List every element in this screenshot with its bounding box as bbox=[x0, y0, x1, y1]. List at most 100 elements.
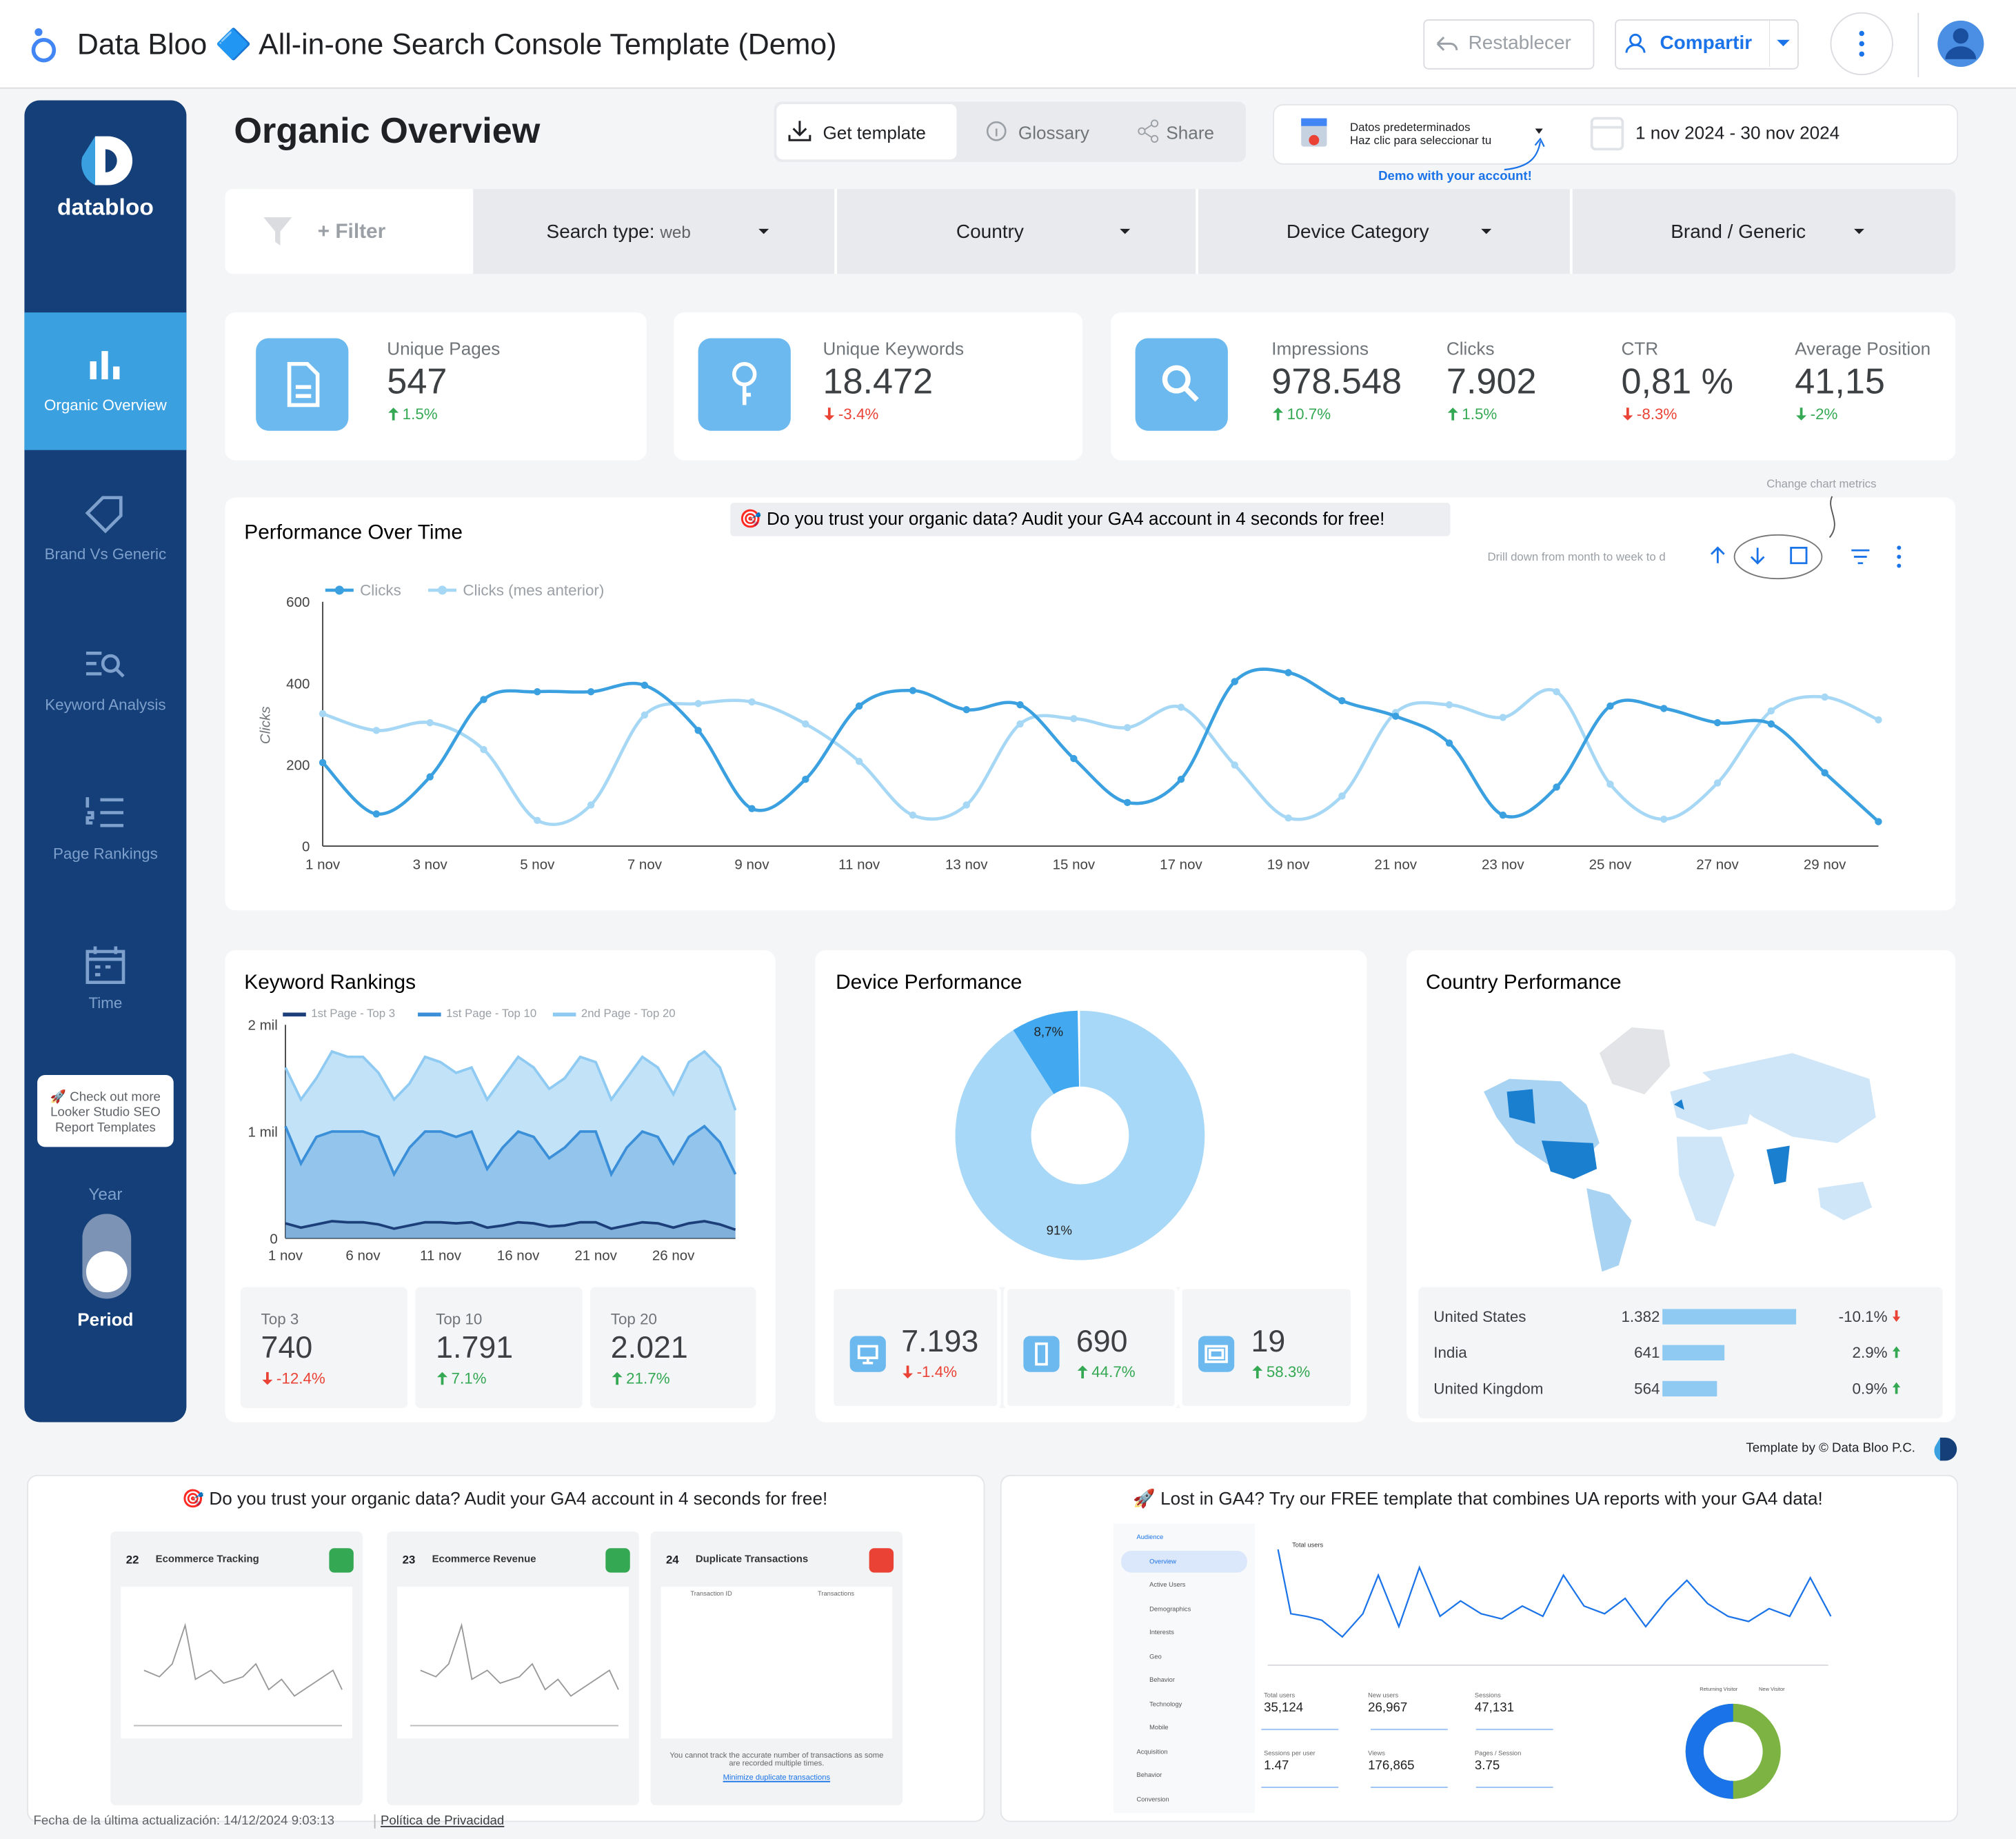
trend-arrow bbox=[1622, 408, 1633, 421]
thumb-legend: Total users bbox=[1292, 1541, 1324, 1550]
header-menu[interactable] bbox=[1828, 10, 1995, 80]
get-template-button[interactable] bbox=[776, 104, 957, 160]
promo-left-title[interactable]: 🎯 Do you trust your organic data? Audit … bbox=[181, 1487, 828, 1509]
country-value: 1.382 bbox=[1622, 1308, 1660, 1325]
kpi-change: 1.5% bbox=[402, 405, 438, 423]
promo-right-title[interactable]: 🚀 Lost in GA4? Try our FREE template tha… bbox=[1133, 1487, 1823, 1509]
nav-label[interactable]: Page Rankings bbox=[53, 845, 158, 863]
nav-icon[interactable] bbox=[82, 343, 128, 390]
device-icon bbox=[1198, 1336, 1235, 1372]
kpi-box bbox=[1003, 1285, 1179, 1410]
kpi-value: 0,81 % bbox=[1621, 361, 1734, 401]
kpi-value: 41,15 bbox=[1795, 361, 1885, 401]
slice-label: 8,7% bbox=[1034, 1024, 1063, 1038]
source-line1: Datos predeterminados bbox=[1350, 121, 1471, 134]
x-tick-label: 11 nov bbox=[420, 1248, 462, 1264]
country-name: United States bbox=[1433, 1308, 1526, 1325]
series-point bbox=[1338, 792, 1346, 800]
nav-icon[interactable] bbox=[82, 792, 128, 838]
trend-arrow bbox=[1796, 408, 1807, 421]
thumb-metric-value: 3.75 bbox=[1474, 1759, 1500, 1773]
trend-arrow bbox=[1447, 408, 1458, 421]
pie-slice bbox=[955, 1010, 1205, 1260]
kpi-box bbox=[240, 1287, 408, 1408]
promo-box[interactable] bbox=[37, 1074, 174, 1147]
nav-label[interactable]: Keyword Analysis bbox=[45, 695, 166, 714]
chart-title: Performance Over Time bbox=[244, 521, 463, 543]
nav-icon[interactable] bbox=[82, 492, 128, 539]
thumb-menu: Overview bbox=[1149, 1558, 1177, 1567]
y-tick-label: 2 mil bbox=[248, 1018, 277, 1034]
toggle-year[interactable]: Year bbox=[88, 1184, 123, 1204]
nav-icon[interactable] bbox=[82, 643, 128, 689]
chart-title: Keyword Rankings bbox=[244, 971, 416, 994]
x-tick-label: 5 nov bbox=[520, 857, 555, 873]
x-tick-label: 11 nov bbox=[838, 857, 880, 873]
filter-dropdown[interactable]: Device Category bbox=[1286, 221, 1429, 243]
thumb-menu: Behavior bbox=[1136, 1771, 1162, 1780]
series-point bbox=[1284, 669, 1292, 676]
filter-dropdown[interactable]: Brand / Generic bbox=[1671, 221, 1806, 243]
thumb-metric-value: 47,131 bbox=[1474, 1701, 1514, 1716]
toggle-switch[interactable] bbox=[82, 1214, 134, 1301]
nav-active-bg[interactable] bbox=[24, 312, 187, 450]
kpi-label: Unique Keywords bbox=[823, 338, 965, 359]
filter-add[interactable]: + Filter bbox=[317, 221, 386, 243]
search-type[interactable]: Search type: web bbox=[547, 221, 691, 243]
x-tick-label: 16 nov bbox=[497, 1248, 540, 1264]
nav-label[interactable]: Time bbox=[88, 994, 123, 1012]
keyword-chart: Keyword Rankings 0 1 mil 2 mil 1 nov 6 nov 11 … bbox=[240, 971, 756, 1408]
toggle-period[interactable]: Period bbox=[77, 1309, 134, 1330]
series-point bbox=[1553, 688, 1560, 696]
kpi-change: -12.4% bbox=[276, 1369, 325, 1388]
warning-link[interactable]: Minimize duplicate transactions bbox=[723, 1774, 831, 1782]
trend-arrow bbox=[903, 1365, 914, 1379]
reset-label[interactable]: Restablecer bbox=[1468, 32, 1571, 54]
arrow-shape bbox=[612, 1371, 623, 1385]
series-point bbox=[855, 702, 863, 710]
series-point bbox=[1875, 716, 1882, 724]
caret bbox=[1854, 228, 1864, 234]
nav-label[interactable]: Brand Vs Generic bbox=[44, 545, 167, 563]
series-point bbox=[962, 705, 970, 714]
series-point bbox=[641, 681, 649, 690]
date-range[interactable]: 1 nov 2024 - 30 nov 2024 bbox=[1635, 122, 1840, 143]
data-source-box[interactable] bbox=[1273, 104, 1959, 165]
x-tick-label: 29 nov bbox=[1804, 857, 1846, 873]
filter-dropdown[interactable]: Country bbox=[956, 221, 1024, 243]
more-dot bbox=[1897, 563, 1902, 568]
x-tick-label: 6 nov bbox=[345, 1248, 381, 1264]
series-point bbox=[802, 775, 809, 783]
series-point bbox=[909, 687, 917, 694]
share-button[interactable] bbox=[1615, 19, 1799, 70]
x-tick-label: 1 nov bbox=[305, 857, 341, 873]
share-caret[interactable] bbox=[1768, 19, 1797, 67]
series-point bbox=[1016, 720, 1024, 728]
action-label[interactable]: Share bbox=[1166, 122, 1215, 143]
thumb-menu: Mobile bbox=[1149, 1724, 1169, 1732]
series-point bbox=[372, 810, 381, 818]
series-line bbox=[284, 1124, 737, 1178]
x-tick-label: 23 nov bbox=[1482, 857, 1524, 873]
series-point bbox=[1123, 723, 1131, 732]
arrow-shape bbox=[1796, 408, 1807, 421]
action-label[interactable]: Glossary bbox=[1018, 122, 1089, 143]
legend-dot bbox=[437, 585, 447, 595]
series-point bbox=[1875, 818, 1882, 825]
nav-icon[interactable] bbox=[82, 941, 128, 987]
kpi-value: 978.548 bbox=[1271, 361, 1402, 401]
action-label[interactable]: Get template bbox=[823, 122, 926, 143]
warning: You cannot track the accurate number of … bbox=[669, 1752, 884, 1769]
thumb-menu: Geo bbox=[1149, 1654, 1162, 1662]
series-line bbox=[321, 667, 1880, 823]
kpi-value: 740 bbox=[261, 1331, 313, 1366]
thumb-chart bbox=[661, 1587, 893, 1739]
filter-add-area[interactable] bbox=[225, 189, 474, 274]
share-label[interactable]: Compartir bbox=[1660, 32, 1753, 54]
nav-label[interactable]: Organic Overview bbox=[43, 396, 167, 414]
promo-text[interactable]: 🚀 Check out more Looker Studio SEO Repor… bbox=[50, 1090, 161, 1136]
thumb-title: Ecommerce Revenue bbox=[432, 1553, 536, 1565]
device-icon bbox=[849, 1336, 886, 1372]
footer-privacy[interactable]: Política de Privacidad bbox=[374, 1814, 504, 1829]
